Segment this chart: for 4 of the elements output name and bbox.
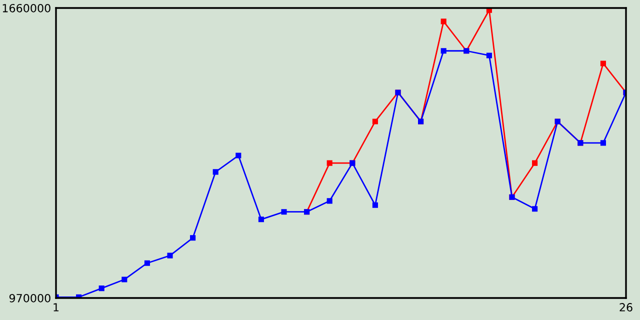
- y-tick-label: 1660000: [2, 4, 50, 12]
- y-tick-label: 970000: [9, 294, 50, 302]
- x-tick-label: 26: [620, 303, 632, 312]
- x-tick-label: 1: [54, 303, 59, 312]
